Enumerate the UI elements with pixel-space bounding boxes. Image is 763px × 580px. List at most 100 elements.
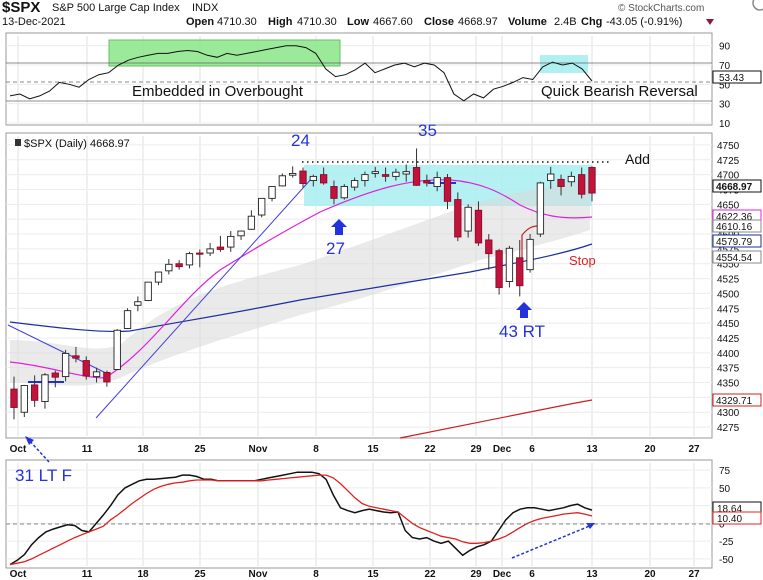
candle-body-down xyxy=(516,257,524,287)
candle-body-up xyxy=(154,271,163,283)
overbought-highlight xyxy=(108,39,341,67)
candle xyxy=(485,234,493,270)
candle xyxy=(423,174,431,187)
macd-x-tick: Nov xyxy=(249,569,268,580)
candle-body-down xyxy=(330,186,338,199)
macd-y-tick: -50 xyxy=(719,555,734,566)
macd-value-label: 10.40 xyxy=(717,514,742,525)
dashed-arrow-31 xyxy=(27,438,50,463)
candle xyxy=(278,173,287,187)
candle xyxy=(51,370,59,388)
rsi-value-label: 53.43 xyxy=(719,73,744,84)
candle-body-up xyxy=(309,175,317,182)
candle-body-down xyxy=(423,180,431,184)
candle-body-up xyxy=(289,172,297,176)
high-value: 4710.30 xyxy=(297,16,337,28)
candle xyxy=(361,171,369,187)
candle-body-up xyxy=(258,197,266,216)
chart-date: 13-Dec-2021 xyxy=(2,16,66,28)
candle-body-up xyxy=(433,177,441,187)
candle-body-down xyxy=(82,360,90,377)
price-x-tick: Oct xyxy=(10,444,27,455)
chart-icon xyxy=(15,139,21,146)
candle xyxy=(412,148,421,186)
candle xyxy=(41,373,49,409)
macd-x-tick: Dec xyxy=(493,569,512,580)
price-y-tick: 4475 xyxy=(717,304,740,315)
price-y-tick: 4550 xyxy=(717,260,740,271)
candle xyxy=(495,248,503,295)
price-x-tick: 18 xyxy=(137,444,149,455)
candle-body-down xyxy=(588,167,596,194)
candle xyxy=(319,167,328,185)
volume-value: 2.4B xyxy=(554,16,577,28)
rsi-line xyxy=(9,45,593,102)
stop-line xyxy=(521,225,539,272)
macd-value-tag: 10.40 xyxy=(712,511,762,525)
candle-body-up xyxy=(237,230,245,237)
price-value-tag: 4610.16 xyxy=(712,219,762,233)
macd-x-tick: 22 xyxy=(424,569,436,580)
candle xyxy=(185,251,194,269)
candle-body-up xyxy=(505,247,514,282)
candle xyxy=(371,166,379,178)
candle xyxy=(10,376,18,420)
candle xyxy=(433,171,441,192)
macd-y-tick: 0 xyxy=(719,519,725,530)
candle-body-up xyxy=(165,263,173,272)
candle-body-down xyxy=(51,372,59,378)
macd-y-tick: -25 xyxy=(719,537,734,548)
candle-body-up xyxy=(526,238,534,271)
price-panel-label: $SPX (Daily) 4668.97 xyxy=(24,138,130,150)
price-y-tick: 4400 xyxy=(717,349,740,360)
price-value-label: 4329.71 xyxy=(716,396,753,407)
candle-body-up xyxy=(41,374,49,402)
candle-body-up xyxy=(227,235,235,248)
candle xyxy=(299,167,307,188)
candle xyxy=(516,239,524,297)
candle xyxy=(20,384,28,417)
macd-x-tick: 15 xyxy=(367,569,379,580)
annotation-31-lt-f: 31 LT F xyxy=(15,466,72,485)
candle-body-down xyxy=(10,388,18,408)
annotation-quick-bearish-reversal: Quick Bearish Reversal xyxy=(541,83,698,100)
annotation-24: 24 xyxy=(291,131,310,150)
candle-body-up xyxy=(92,371,101,378)
candle-body-up xyxy=(464,206,472,232)
reversal-highlight xyxy=(540,55,588,73)
candle-body-up xyxy=(113,329,121,370)
rsi-y-tick: 30 xyxy=(719,100,731,111)
macd-x-tick: 6 xyxy=(529,569,535,580)
candle-body-down xyxy=(30,384,39,401)
down-arrow-icon xyxy=(706,19,714,25)
low-value: 4667.60 xyxy=(373,16,413,28)
symbol: $SPX xyxy=(2,0,40,16)
price-value-tag: 4668.97 xyxy=(712,179,762,193)
candle xyxy=(340,184,348,200)
candle xyxy=(154,271,163,286)
price-x-tick: 25 xyxy=(194,444,206,455)
price-y-tick: 4375 xyxy=(717,364,740,375)
candle-body-down xyxy=(72,355,80,359)
macd-x-tick: 11 xyxy=(82,569,93,580)
annotation-43-rt: 43 RT xyxy=(499,322,545,341)
price-y-tick: 4450 xyxy=(717,319,740,330)
price-y-tick: 4525 xyxy=(717,275,740,286)
trend-line-up xyxy=(95,177,313,419)
candle-body-up xyxy=(206,248,214,254)
candle-body-up xyxy=(134,301,142,306)
divergence-dashed-line xyxy=(511,524,593,559)
candle xyxy=(216,235,225,252)
macd-y-tick: 50 xyxy=(719,484,731,495)
price-y-tick: 4350 xyxy=(717,379,740,390)
candle xyxy=(113,329,121,371)
price-x-tick: Dec xyxy=(493,444,512,455)
candle-body-down xyxy=(175,263,183,268)
candle xyxy=(526,234,534,273)
candle-body-up xyxy=(536,182,545,235)
price-y-tick: 4425 xyxy=(717,334,740,345)
candle-body-down xyxy=(381,174,390,177)
candle xyxy=(247,210,256,230)
candle xyxy=(72,346,80,363)
price-x-tick: 11 xyxy=(82,444,93,455)
